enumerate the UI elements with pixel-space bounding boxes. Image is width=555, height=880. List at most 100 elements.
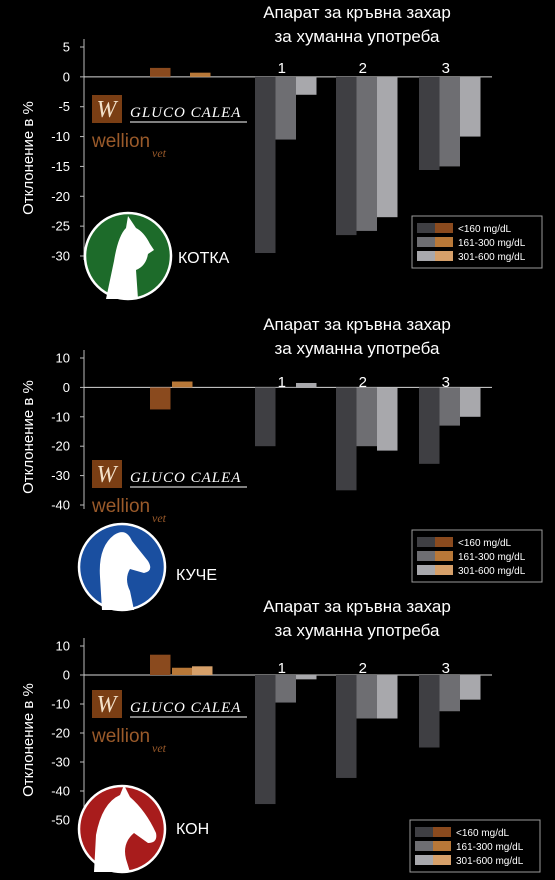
human-meter-bar [377,387,398,451]
chart-panel-1: Апарат за кръвна захар за хуманна употреб… [20,3,543,301]
y-tick-label: -5 [58,99,70,114]
wellion-w-letter: W [97,462,119,488]
group-label: 1 [278,374,286,391]
horse-silhouette-icon [94,785,157,872]
human-meter-bar [255,76,276,254]
group-label: 2 [359,660,367,677]
wellion-logo-text: wellion [91,726,150,747]
legend-box [409,819,541,873]
y-tick-label: 10 [56,351,70,366]
human-meter-bar [275,76,296,140]
human-meter-bar [356,76,377,231]
human-meter-bar [296,76,317,95]
y-tick-label: -20 [51,726,70,741]
y-tick-label: -30 [51,249,70,264]
human-meter-bar [460,675,481,700]
y-tick-label: 0 [63,668,70,683]
group-label: 3 [442,660,450,677]
legend-label: <160 mg/dL [458,224,512,235]
human-meter-bar [419,76,440,171]
legend-label: 161-300 mg/dL [456,842,524,853]
chart-panel-3: Апарат за кръвна захар за хуманна употреб… [20,597,541,874]
legend-swatch-human [417,237,435,247]
gluco-calea-logo-text: GLUCO CALEA [130,700,241,716]
legend-box [411,215,543,269]
y-tick-label: -10 [51,129,70,144]
vet-logo-text: vet [152,511,167,525]
y-tick-label: -30 [51,468,70,483]
legend-swatch-gluco [433,841,451,851]
y-tick-label: -20 [51,189,70,204]
animal-label: КОН [176,821,209,838]
legend-swatch-gluco [435,251,453,261]
y-tick-label: -20 [51,439,70,454]
wellion-logo-text: wellion [91,131,150,152]
vet-logo-text: vet [152,741,167,755]
wellion-w-square [92,690,122,718]
group-label: 1 [278,660,286,677]
human-meter-bar [275,387,296,388]
chart-title-line-2: за хуманна употреба [275,339,441,358]
group-label: 2 [359,374,367,391]
chart-title-line-1: Апарат за кръвна захар [263,315,451,334]
human-meter-bar [356,675,377,719]
wellion-w-square [92,460,122,488]
wellion-w-letter: W [97,692,119,718]
legend-swatch-gluco [435,565,453,575]
legend-swatch-human [415,841,433,851]
legend-label: 161-300 mg/dL [458,238,526,249]
legend-label: 301-600 mg/dL [458,252,526,263]
y-tick-label: -40 [51,498,70,513]
wellion-w-square [92,95,122,123]
legend-swatch-human [417,223,435,233]
legend-label: <160 mg/dL [456,828,510,839]
human-meter-bar [419,387,440,464]
legend-label: 161-300 mg/dL [458,552,526,563]
wellion-logo-text: wellion [91,496,150,517]
group-label: 3 [442,60,450,77]
y-tick-label: 0 [63,69,70,84]
gluco-calea-bar [190,72,211,77]
human-meter-bar [275,675,296,703]
legend-swatch-human [415,827,433,837]
legend-swatch-human [415,855,433,865]
legend-swatch-human [417,251,435,261]
y-tick-label: -40 [51,784,70,799]
legend-box [411,529,543,583]
legend-swatch-gluco [433,827,451,837]
human-meter-bar [255,675,276,805]
gluco-calea-bar [150,654,171,675]
human-meter-bar [296,675,317,680]
y-tick-label: -50 [51,813,70,828]
legend-label: 301-600 mg/dL [456,856,524,867]
chart-title-line-1: Апарат за кръвна захар [263,3,451,22]
group-label: 2 [359,60,367,77]
gluco-calea-bar [172,381,193,388]
y-tick-label: -30 [51,755,70,770]
y-axis-label: Отклонение в % [20,101,37,215]
legend-swatch-human [417,565,435,575]
group-label: 3 [442,374,450,391]
dog-silhouette-icon [99,532,151,610]
y-tick-label: -10 [51,409,70,424]
legend-swatch-gluco [435,537,453,547]
animal-label: КУЧЕ [176,567,217,584]
human-meter-bar [377,675,398,719]
legend-swatch-gluco [435,237,453,247]
gluco-calea-logo-text: GLUCO CALEA [130,105,241,121]
gluco-calea-bar [192,666,213,675]
y-axis-label: Отклонение в % [20,683,37,797]
legend-label: <160 mg/dL [458,538,512,549]
legend-swatch-gluco [435,223,453,233]
chart-title-line-2: за хуманна употреба [275,27,441,46]
cat-silhouette-icon [106,216,154,299]
human-meter-bar [336,76,357,236]
human-meter-bar [336,675,357,778]
human-meter-bar [255,387,276,447]
y-tick-label: -10 [51,697,70,712]
legend-label: 301-600 mg/dL [458,566,526,577]
legend-swatch-human [417,551,435,561]
gluco-calea-bar [172,667,193,675]
y-tick-label: 0 [63,380,70,395]
